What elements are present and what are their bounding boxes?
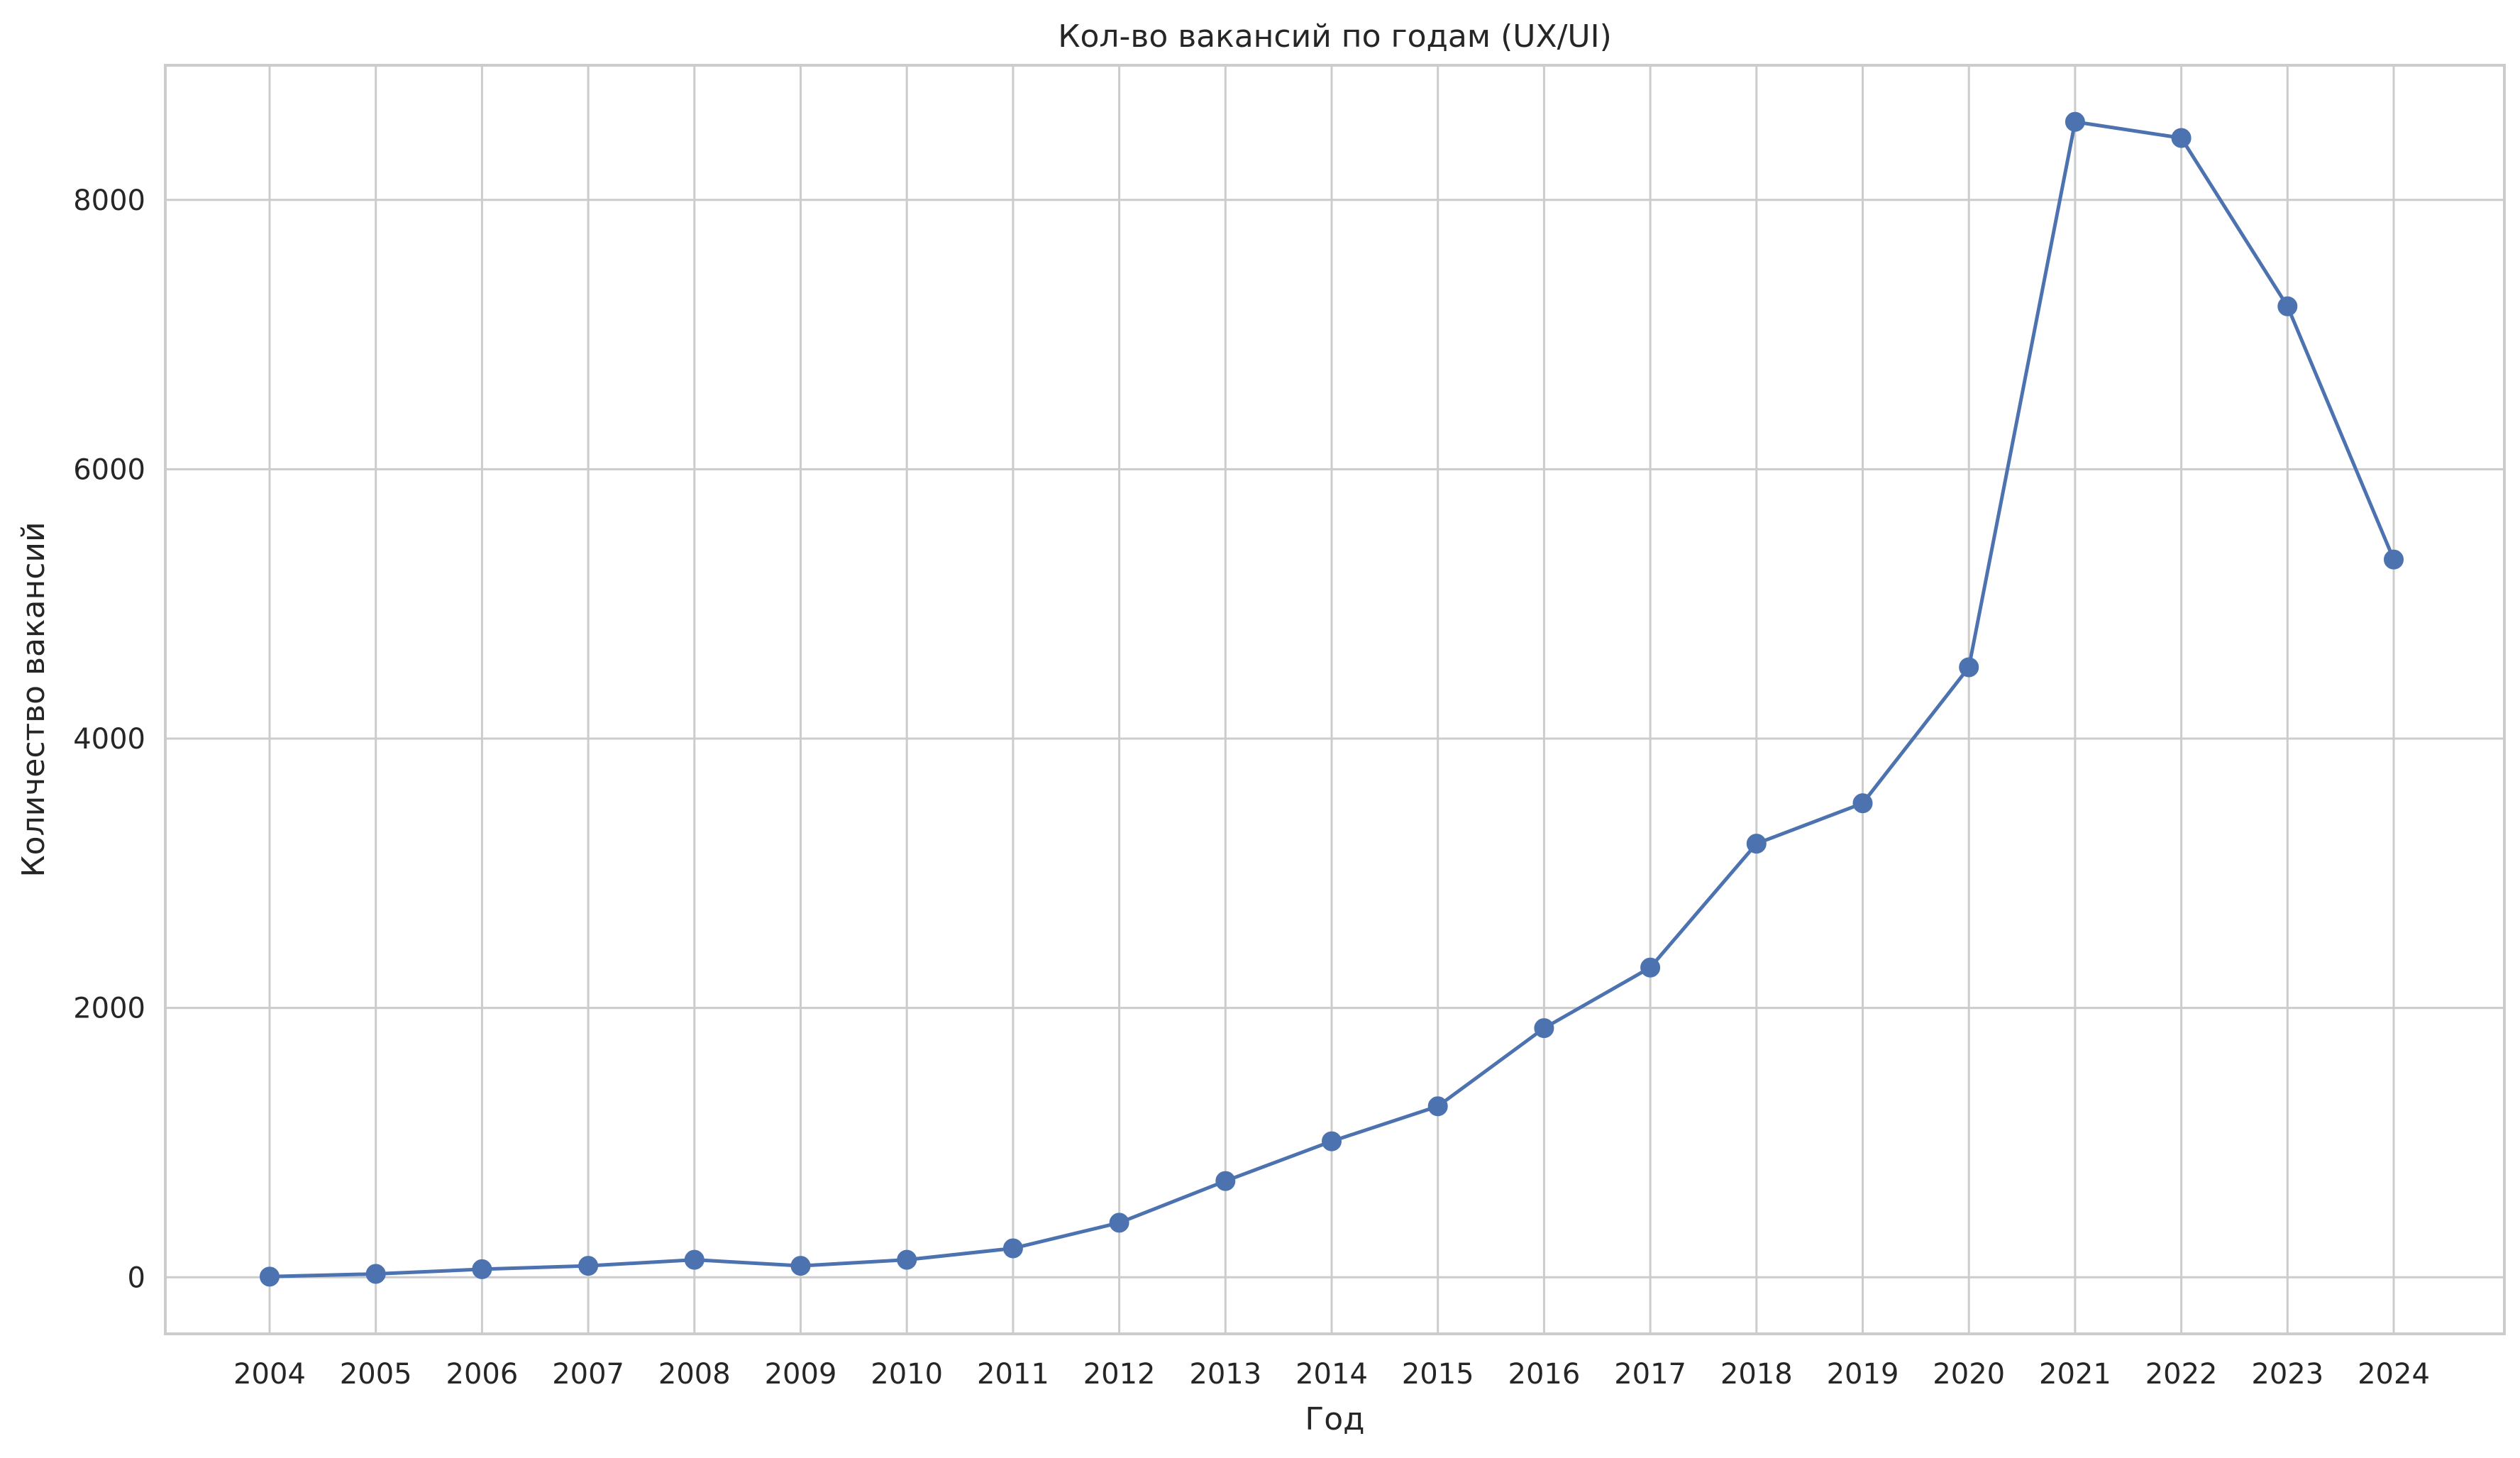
data-point — [790, 1256, 811, 1276]
x-tick-label: 2007 — [552, 1358, 624, 1391]
x-tick-label: 2020 — [1933, 1358, 2005, 1391]
y-axis-ticks: 0 2000 4000 6000 8000 — [73, 184, 145, 1294]
data-point — [1959, 657, 1979, 678]
data-point — [1534, 1018, 1554, 1039]
data-point — [2384, 549, 2404, 570]
data-point — [1002, 1238, 1023, 1259]
plot-frame — [164, 64, 2506, 1335]
x-tick-label: 2013 — [1189, 1358, 1261, 1391]
data-point — [1746, 834, 1767, 854]
y-tick-label: 6000 — [73, 453, 145, 486]
y-tick-label: 0 — [128, 1261, 145, 1294]
x-tick-label: 2019 — [1827, 1358, 1899, 1391]
x-tick-label: 2012 — [1083, 1358, 1156, 1391]
data-point — [2171, 128, 2192, 148]
y-tick-label: 4000 — [73, 723, 145, 756]
x-tick-label: 2016 — [1508, 1358, 1581, 1391]
grid — [165, 65, 2504, 1334]
data-point — [1322, 1131, 1342, 1152]
x-axis-label: Год — [1305, 1401, 1364, 1437]
data-point — [1427, 1096, 1448, 1117]
data-point — [1852, 793, 1873, 814]
data-point — [472, 1259, 492, 1279]
x-tick-label: 2010 — [871, 1358, 943, 1391]
x-tick-label: 2006 — [446, 1358, 519, 1391]
data-point — [897, 1249, 917, 1270]
x-tick-label: 2017 — [1614, 1358, 1686, 1391]
y-axis-label: Количество вакансий — [16, 521, 52, 877]
data-point — [684, 1249, 704, 1270]
x-tick-label: 2008 — [658, 1358, 731, 1391]
x-tick-label: 2023 — [2251, 1358, 2323, 1391]
x-tick-label: 2005 — [340, 1358, 412, 1391]
data-point — [260, 1266, 280, 1287]
data-point — [578, 1256, 599, 1276]
x-tick-label: 2014 — [1295, 1358, 1368, 1391]
data-point — [2065, 111, 2085, 132]
x-axis-ticks: 2004 2005 2006 2007 2008 2009 2010 2011 2012 2013… — [233, 1358, 2430, 1391]
data-point — [1215, 1171, 1236, 1191]
x-tick-label: 2004 — [233, 1358, 306, 1391]
x-tick-label: 2022 — [2145, 1358, 2218, 1391]
y-tick-label: 8000 — [73, 184, 145, 217]
chart-title: Кол-во вакансий по годам (UX/UI) — [1058, 18, 1612, 55]
data-point — [1109, 1213, 1129, 1233]
x-tick-label: 2018 — [1720, 1358, 1793, 1391]
data-point — [1640, 957, 1661, 978]
data-point — [2277, 296, 2298, 316]
x-tick-label: 2011 — [977, 1358, 1049, 1391]
x-tick-label: 2024 — [2358, 1358, 2430, 1391]
data-point — [365, 1264, 386, 1284]
x-tick-label: 2021 — [2039, 1358, 2111, 1391]
x-tick-label: 2009 — [765, 1358, 837, 1391]
x-tick-label: 2015 — [1402, 1358, 1474, 1391]
series-layer — [260, 111, 2404, 1287]
y-tick-label: 2000 — [73, 993, 145, 1025]
